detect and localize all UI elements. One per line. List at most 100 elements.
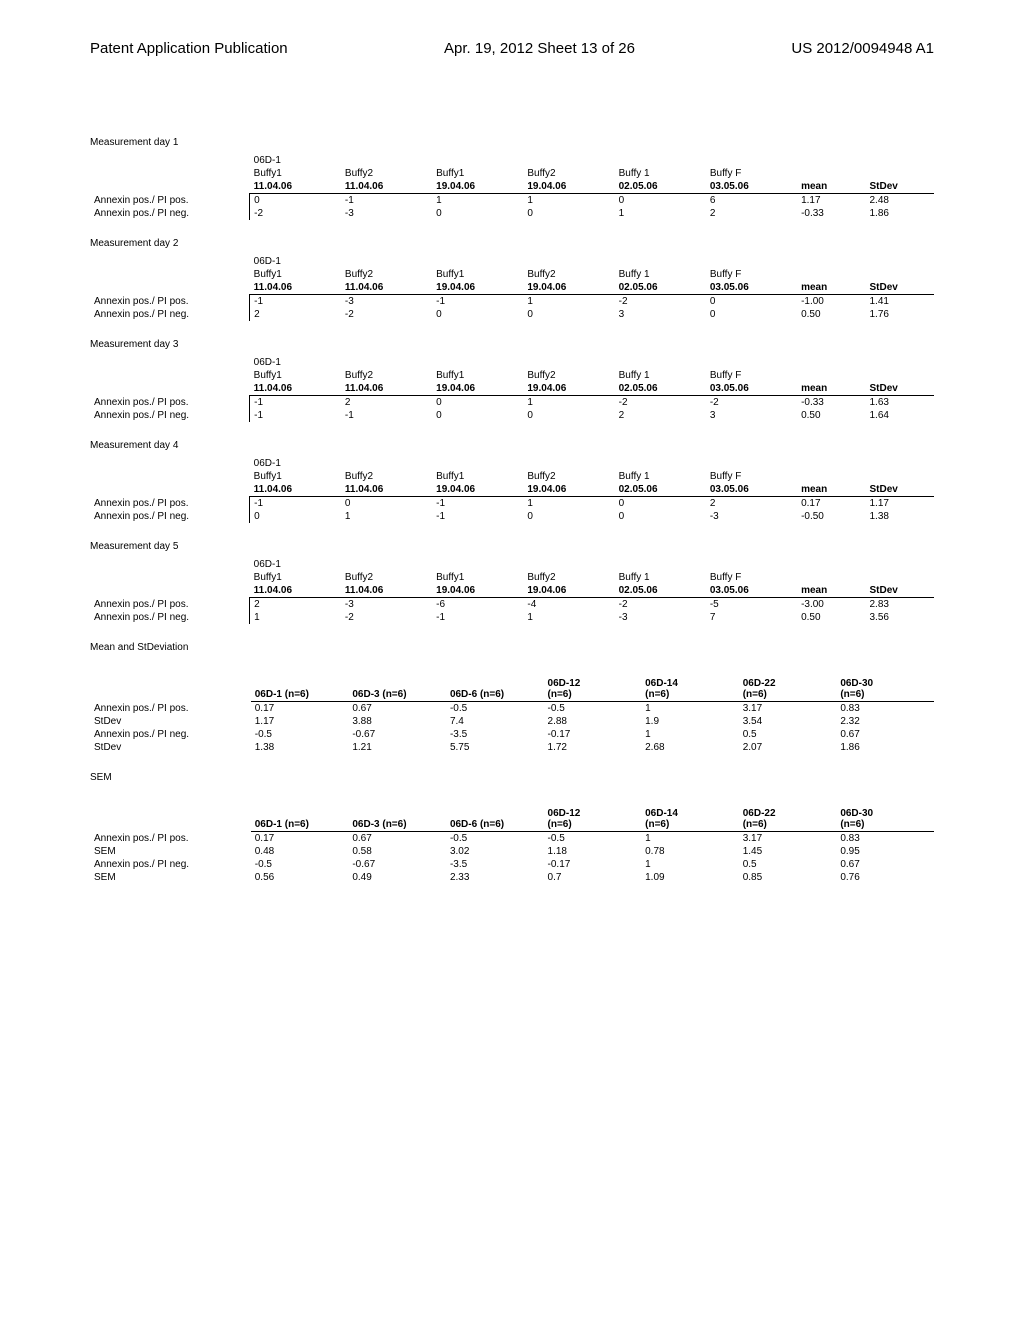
col-head-top: Buffy 1 — [615, 571, 706, 584]
table-cell: 1.63 — [866, 396, 935, 410]
col-head-top — [866, 571, 935, 584]
summary-cell: -3.5 — [446, 858, 544, 871]
summary-cell: 0.67 — [836, 858, 934, 871]
table-cell: 1 — [523, 295, 614, 309]
col-head-bot: 11.04.06 — [341, 483, 432, 497]
patent-page: Patent Application Publication Apr. 19, … — [0, 0, 1024, 1320]
col-head-top — [797, 571, 865, 584]
summary-cell: 1 — [641, 858, 739, 871]
table-cell: 1 — [523, 611, 614, 624]
mean-std-title: Mean and StDeviation — [90, 642, 934, 653]
summary-cell: 0.85 — [739, 871, 837, 884]
table-cell: -1 — [432, 497, 523, 511]
measurement-code: 06D-1 — [250, 558, 934, 571]
summary-cell: 3.02 — [446, 845, 544, 858]
table-cell: 0 — [706, 295, 797, 309]
table-cell: -2 — [615, 396, 706, 410]
col-head-top: Buffy1 — [250, 571, 341, 584]
col-head-top: Buffy2 — [341, 470, 432, 483]
table-cell: -2 — [250, 207, 341, 220]
col-head-bot: 11.04.06 — [250, 281, 341, 295]
summary-cell: 3.17 — [739, 702, 837, 716]
table-cell: 1.64 — [866, 409, 935, 422]
table-cell: -1 — [432, 295, 523, 309]
col-head-top: Buffy1 — [250, 470, 341, 483]
table-cell: 0 — [523, 510, 614, 523]
summary-col-head: 06D-30(n=6) — [836, 807, 934, 832]
summary-cell: 2.32 — [836, 715, 934, 728]
summary-cell: 1.9 — [641, 715, 739, 728]
table-cell: -1.00 — [797, 295, 865, 309]
col-head-top: Buffy 1 — [615, 268, 706, 281]
summary-cell: 3.88 — [348, 715, 446, 728]
table-cell: 0 — [523, 409, 614, 422]
table-cell: 1.86 — [866, 207, 935, 220]
summary-col-head: 06D-3 (n=6) — [348, 677, 446, 702]
summary-cell: 0.56 — [251, 871, 349, 884]
summary-cell: 0.5 — [739, 728, 837, 741]
summary-cell: 1.09 — [641, 871, 739, 884]
col-head-top: Buffy2 — [523, 470, 614, 483]
summary-cell: 0.58 — [348, 845, 446, 858]
page-header: Patent Application Publication Apr. 19, … — [90, 40, 934, 57]
summary-cell: -3.5 — [446, 728, 544, 741]
measurement-title: Measurement day 2 — [90, 238, 934, 249]
table-cell: 0 — [250, 510, 341, 523]
summary-cell: 0.67 — [348, 702, 446, 716]
summary-col-head: 06D-6 (n=6) — [446, 807, 544, 832]
col-head-top: Buffy2 — [341, 167, 432, 180]
col-head-bot: 19.04.06 — [523, 483, 614, 497]
col-head-top: Buffy1 — [250, 268, 341, 281]
summary-cell: 0.17 — [251, 702, 349, 716]
table-cell: 3.56 — [866, 611, 935, 624]
table-cell: -1 — [432, 510, 523, 523]
col-head-bot: 11.04.06 — [341, 382, 432, 396]
col-head-top — [866, 470, 935, 483]
measurement-table: 06D-1Buffy1Buffy2Buffy1Buffy2Buffy 1Buff… — [90, 457, 934, 523]
col-head-bot: 19.04.06 — [523, 382, 614, 396]
summary-cell: 3.54 — [739, 715, 837, 728]
col-head-top: Buffy F — [706, 369, 797, 382]
col-head-top: Buffy 1 — [615, 167, 706, 180]
col-head-bot: 19.04.06 — [432, 483, 523, 497]
table-cell: 1 — [432, 194, 523, 208]
col-head-bot: 19.04.06 — [432, 584, 523, 598]
table-cell: 1.38 — [866, 510, 935, 523]
table-cell: -3 — [341, 207, 432, 220]
col-head-top: Buffy F — [706, 571, 797, 584]
table-cell: -1 — [250, 409, 341, 422]
col-head-bot: 02.05.06 — [615, 281, 706, 295]
col-head-bot: 19.04.06 — [523, 281, 614, 295]
summary-cell: 0.83 — [836, 832, 934, 846]
col-head-top: Buffy2 — [523, 167, 614, 180]
col-head-top: Buffy1 — [432, 369, 523, 382]
col-head-bot: StDev — [866, 382, 935, 396]
table-cell: 3 — [706, 409, 797, 422]
summary-cell: -0.67 — [348, 858, 446, 871]
table-cell: -0.33 — [797, 207, 865, 220]
table-cell: 1 — [615, 207, 706, 220]
summary-cell: 2.88 — [544, 715, 642, 728]
row-label: Annexin pos./ PI pos. — [90, 194, 250, 208]
col-head-bot: 03.05.06 — [706, 180, 797, 194]
col-head-bot: 11.04.06 — [341, 281, 432, 295]
col-head-bot: 03.05.06 — [706, 281, 797, 295]
table-cell: -1 — [250, 295, 341, 309]
measurement-title: Measurement day 1 — [90, 137, 934, 148]
col-head-bot: StDev — [866, 584, 935, 598]
summary-cell: 1.72 — [544, 741, 642, 754]
sem-table: 06D-1 (n=6)06D-3 (n=6)06D-6 (n=6)06D-12(… — [90, 807, 934, 884]
col-head-top — [866, 268, 935, 281]
table-cell: -5 — [706, 598, 797, 612]
col-head-top: Buffy2 — [341, 369, 432, 382]
table-cell: -3 — [706, 510, 797, 523]
summary-cell: 0.83 — [836, 702, 934, 716]
summary-cell: 0.78 — [641, 845, 739, 858]
table-cell: -2 — [615, 598, 706, 612]
measurement-table: 06D-1Buffy1Buffy2Buffy1Buffy2Buffy 1Buff… — [90, 558, 934, 624]
summary-cell: 0.49 — [348, 871, 446, 884]
col-head-top — [866, 369, 935, 382]
table-cell: -6 — [432, 598, 523, 612]
table-cell: -3.00 — [797, 598, 865, 612]
col-head-top: Buffy1 — [432, 571, 523, 584]
